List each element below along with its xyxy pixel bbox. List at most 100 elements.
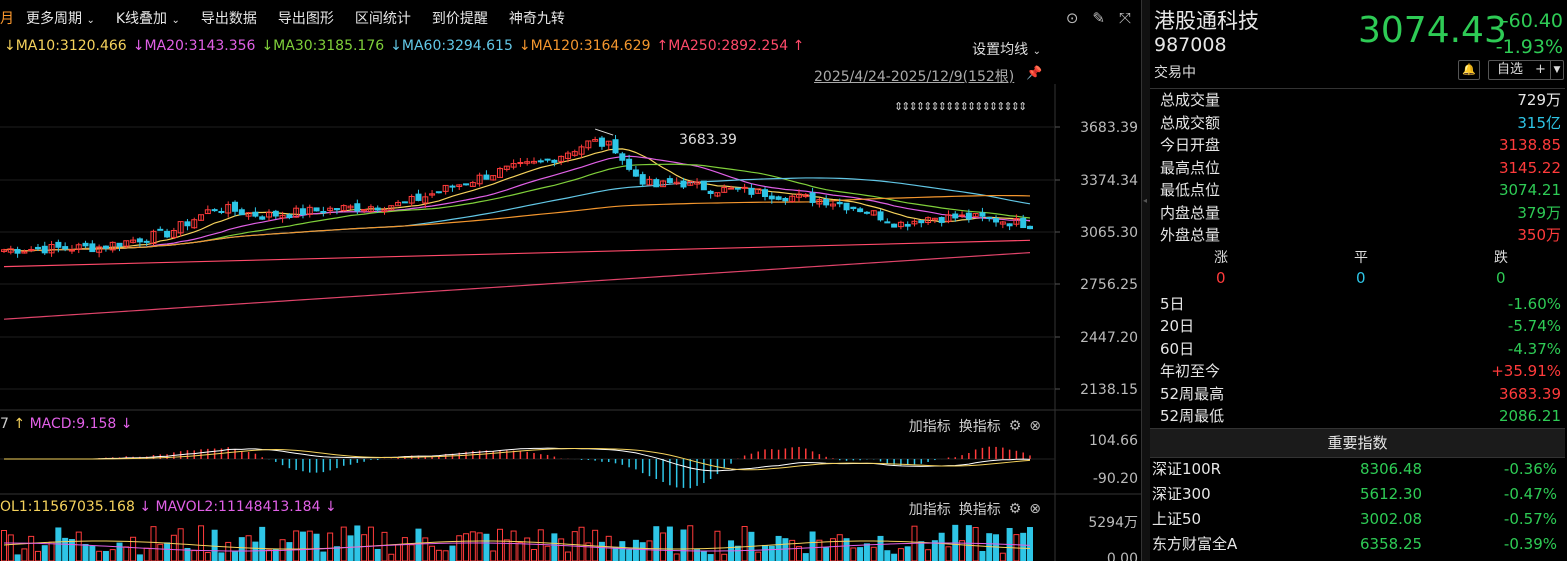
volume-bar: [381, 531, 388, 561]
switch-indicator-button[interactable]: 换指标: [958, 419, 1001, 435]
volume-bar: [238, 537, 245, 561]
change-value: -60.40: [1501, 10, 1563, 32]
volume-bar: [34, 550, 41, 561]
stat-value: 2086.21: [1498, 407, 1561, 425]
volume-bar: [333, 546, 340, 561]
collapse-circle-icon[interactable]: ⊙: [1065, 9, 1079, 27]
volume-bar: [537, 529, 544, 561]
candle-body: [782, 197, 789, 202]
panel-splitter[interactable]: ◂: [1141, 0, 1151, 561]
volume-bar: [123, 546, 130, 561]
kline-chart-area[interactable]: 3683.39 3374.34 3065.30 2756.25 2447.20 2138.…: [0, 84, 1141, 561]
bell-icon[interactable]: 🔔: [1458, 60, 1480, 80]
range-stats-button[interactable]: 区间统计: [354, 11, 411, 27]
candle-body: [564, 152, 571, 159]
pin-icon[interactable]: 📌: [1026, 66, 1043, 81]
candle-body: [734, 187, 741, 190]
volume-bar: [850, 547, 857, 561]
volume-bar: [272, 548, 279, 561]
gear-icon[interactable]: ⚙: [1008, 501, 1022, 517]
watchlist-label: 自选: [1497, 62, 1524, 77]
gear-icon[interactable]: ⚙: [1008, 418, 1022, 434]
volume-bar: [904, 546, 911, 561]
candle-body: [850, 206, 857, 210]
volume-bar: [918, 541, 925, 561]
volume-bar: [986, 533, 993, 561]
candle-body: [605, 140, 612, 146]
brush-icon[interactable]: ✎: [1092, 9, 1105, 27]
candle-body: [109, 241, 116, 251]
volume-bar: [795, 546, 802, 561]
volume-bar: [938, 532, 945, 561]
volume-bar: [714, 530, 721, 561]
candle-body: [143, 240, 150, 243]
volume-bar: [530, 549, 537, 561]
ma10-line: [3, 148, 1031, 252]
mavol-arrow: ↓: [324, 499, 337, 515]
fullscreen-icon[interactable]: ⤧: [1118, 9, 1131, 27]
volume-bar: [700, 550, 707, 561]
volume-bar: [707, 554, 714, 561]
close-icon[interactable]: ⊗: [1029, 501, 1041, 517]
stat-label: 52周最低: [1160, 407, 1225, 425]
add-watchlist-button[interactable]: 自选 + ▼: [1488, 60, 1564, 80]
candle-body: [41, 245, 48, 254]
index-row[interactable]: 深证300 5612.30 -0.47%: [1150, 482, 1565, 507]
stat-value: -5.74%: [1507, 317, 1561, 335]
volume-bar: [28, 535, 35, 561]
volume-bar: [429, 545, 436, 561]
stats-table: 总成交量 729万 总成交额 315亿 今日开盘 3138.85 最高点位 3145.22 最低…: [1150, 88, 1565, 428]
candle-body: [558, 155, 565, 162]
stat-label: 20日: [1160, 317, 1195, 335]
index-row[interactable]: 东方财富全A 6358.25 -0.39%: [1150, 532, 1565, 557]
candle-body: [347, 205, 354, 209]
signal-arrow: ⇕: [967, 100, 976, 113]
candle-body: [7, 248, 14, 253]
caret-down-icon[interactable]: ▼: [1550, 61, 1563, 79]
candle-body: [510, 163, 517, 168]
index-row[interactable]: 上证50 3002.08 -0.57%: [1150, 507, 1565, 532]
candle-body: [775, 196, 782, 200]
ma120-line: [3, 194, 1031, 252]
candle-body: [639, 174, 646, 185]
volume-bar: [164, 542, 171, 561]
volume-bar: [408, 544, 415, 561]
signal-arrow: ⇕: [931, 100, 940, 113]
candle-body: [530, 160, 537, 164]
volume-bar: [143, 547, 150, 561]
volume-bar: [626, 549, 633, 561]
volume-bar: [680, 529, 687, 561]
volume-bar: [157, 543, 164, 561]
kline-chart-svg: 3683.39 3374.34 3065.30 2756.25 2447.20 2138.…: [0, 84, 1141, 561]
candle-body: [198, 214, 205, 221]
more-periods-menu[interactable]: 更多周期 ⌄: [26, 11, 95, 27]
price-tick-label: 3683.39: [1080, 120, 1138, 136]
add-indicator-button[interactable]: 加指标: [908, 419, 951, 435]
kline-overlay-menu[interactable]: K线叠加 ⌄: [115, 11, 180, 27]
macd-label: MACD:9.158: [29, 416, 117, 432]
count-value: 0: [1496, 268, 1506, 287]
candle-body: [313, 207, 320, 212]
volume-bar: [585, 542, 592, 561]
candle-body: [660, 180, 667, 188]
add-indicator-button[interactable]: 加指标: [908, 502, 951, 518]
volume-bar: [1, 530, 7, 561]
volume-bar: [177, 528, 184, 561]
ma-settings-button[interactable]: 设置均线 ⌄: [972, 42, 1041, 58]
period-month-tab[interactable]: 月: [0, 11, 14, 27]
stat-value: -4.37%: [1507, 339, 1561, 358]
date-range-label[interactable]: 2025/4/24-2025/12/9(152根): [814, 69, 1015, 85]
candle-body: [123, 240, 130, 247]
index-row[interactable]: 深证100R 8306.48 -0.36%: [1150, 457, 1565, 482]
export-graph-button[interactable]: 导出图形: [277, 11, 334, 27]
volume-bar: [816, 539, 823, 561]
volume-bar: [252, 541, 259, 561]
close-icon[interactable]: ⊗: [1029, 418, 1041, 434]
price-alert-button[interactable]: 到价提醒: [431, 11, 488, 27]
magic-nine-button[interactable]: 神奇九转: [508, 11, 565, 27]
switch-indicator-button[interactable]: 换指标: [958, 502, 1001, 518]
candle-body: [354, 203, 361, 212]
export-data-button[interactable]: 导出数据: [200, 11, 257, 27]
chevron-left-icon[interactable]: ◂: [1143, 196, 1148, 205]
count-value: 0: [1216, 268, 1226, 287]
